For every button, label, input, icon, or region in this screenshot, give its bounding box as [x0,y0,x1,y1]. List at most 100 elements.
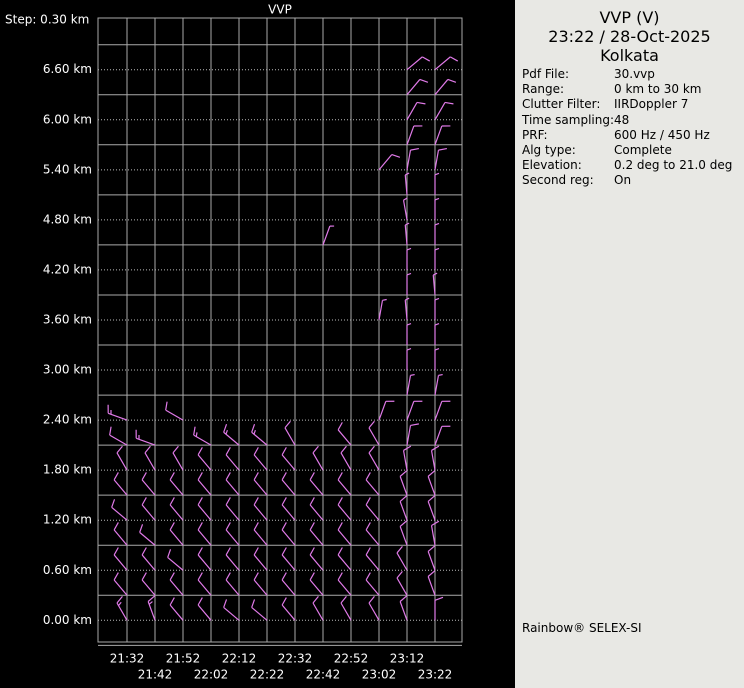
wind-barb [197,497,212,521]
wind-barb [251,424,268,446]
wind-barb [147,595,156,621]
y-tick-label: 1.80 km [43,463,92,477]
panel-label: Range: [522,82,565,97]
wind-barb [109,426,128,446]
panel-value: 0.2 deg to 21.0 deg [614,158,733,173]
x-tick-label: 23:12 [390,652,425,666]
wind-barb [197,472,212,496]
y-tick-label: 0.60 km [43,563,92,577]
x-tick-label: 22:52 [334,652,369,666]
wind-barb [281,572,296,596]
wind-barb [337,497,352,521]
wind-barb [406,400,423,421]
wind-barb [340,445,352,471]
wind-barb [434,78,457,96]
wind-barb [406,423,419,446]
wind-barb [169,497,184,521]
wind-barb [141,472,156,496]
wind-barb [223,424,240,446]
wind-barb [107,404,128,421]
wind-barb [434,425,451,446]
wind-barb [251,599,268,621]
panel-value: 30.vvp [614,67,655,81]
wind-barb [169,522,184,546]
x-tick-label: 22:32 [278,652,313,666]
wind-barb [365,547,380,571]
wind-barb [225,447,240,471]
wind-barb [427,545,436,571]
wind-barb [368,420,380,446]
wind-barb [141,572,156,596]
wind-barb [406,147,419,170]
wind-barb [253,522,268,546]
wind-barb [113,572,128,596]
wind-barb [281,522,296,546]
wind-barb [434,596,444,621]
wind-barb [172,445,184,471]
wind-barb [434,197,440,220]
y-tick-label: 4.20 km [43,262,92,276]
wind-barb [309,572,324,596]
panel-value: 0 km to 30 km [614,82,702,97]
wind-barb [368,596,380,621]
wind-barb [434,125,451,146]
wind-barb [309,497,324,521]
panel-value: 48 [614,112,630,127]
wind-barb [113,472,128,496]
x-tick-label: 21:32 [110,652,145,666]
wind-barb [169,472,184,496]
wind-barb [365,497,380,521]
x-tick-label: 23:22 [418,668,453,682]
x-tick-label: 22:02 [194,668,229,682]
wind-barb [427,570,436,596]
wind-barb [337,547,352,571]
wind-barb [378,400,395,421]
wind-barb [141,497,156,521]
wind-barb [225,497,240,521]
wind-barb [430,445,440,471]
wind-barb [144,445,156,471]
wind-barb [365,472,380,496]
wind-barb [432,272,438,296]
wind-barb [402,445,412,471]
y-tick-label: 1.20 km [43,513,92,527]
wind-barb [427,470,436,496]
panel-label: Elevation: [522,158,582,173]
y-tick-label: 6.60 km [43,62,92,76]
info-panel: VVP (V) 23:22 / 28-Oct-2025 Kolkata Rain… [515,0,744,688]
wind-barb [312,445,324,471]
wind-barb [434,400,451,421]
y-tick-label: 0.00 km [43,613,92,627]
wind-barb [404,222,410,245]
wind-barb [281,447,296,471]
step-label: Step: 0.30 km [5,13,89,27]
panel-value: On [614,173,632,188]
chart-title: VVP [268,3,292,17]
wind-barb [116,596,128,621]
wind-barb [434,56,459,71]
wind-barb [197,597,212,621]
wind-barb [396,570,408,596]
wind-barb [434,347,440,371]
wind-barb [253,572,268,596]
wind-barb [253,497,268,521]
wind-barb [434,322,440,346]
wind-barb [225,472,240,496]
x-tick-label: 21:52 [166,652,201,666]
wind-barb [337,572,352,596]
wind-barb [135,429,156,446]
y-tick-label: 3.00 km [43,363,92,377]
wind-barb [309,472,324,496]
panel-value: Complete [614,143,672,157]
wind-barb [406,101,426,121]
x-tick-label: 22:22 [250,668,285,682]
panel-label: Time sampling: [522,112,615,127]
x-tick-label: 22:12 [222,652,257,666]
wind-barb [225,572,240,596]
wind-barb [340,596,352,621]
wind-barb [406,125,423,146]
wind-barb [434,147,447,170]
wind-barb [337,422,352,446]
wind-barb [165,401,184,421]
